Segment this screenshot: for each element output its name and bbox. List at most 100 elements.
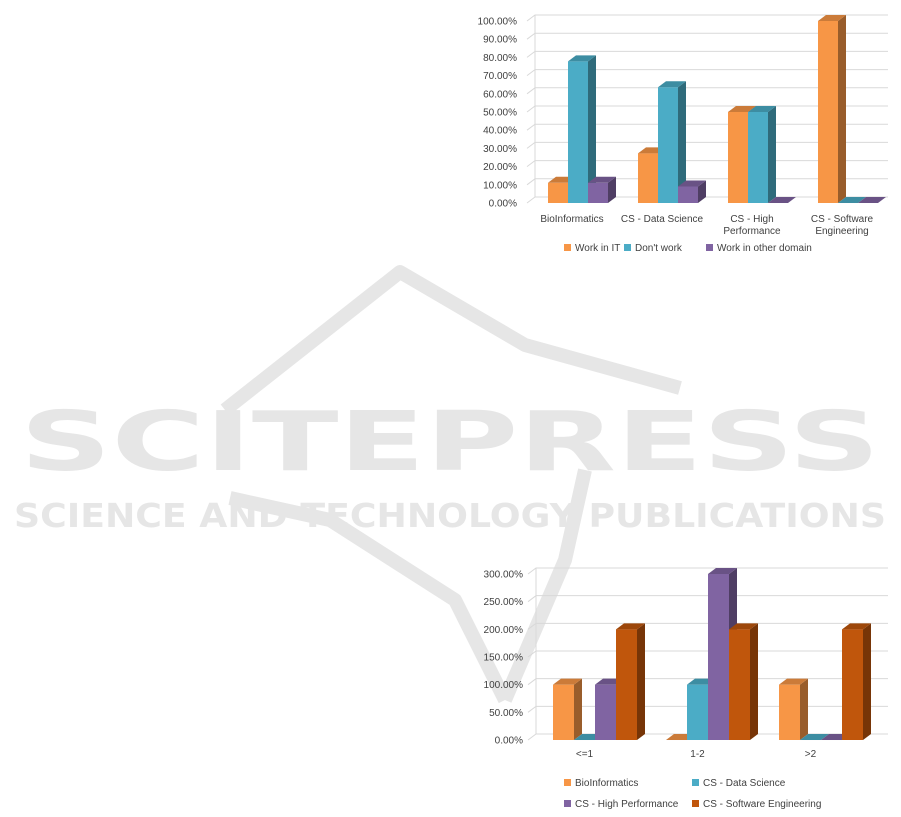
legend-label: CS - High Performance	[575, 799, 679, 810]
bar-front	[678, 186, 698, 203]
y-tick-label: 90.00%	[483, 35, 517, 46]
y-tick-label: 50.00%	[489, 708, 523, 719]
legend-label: Work in IT	[575, 243, 620, 254]
bar-top	[616, 623, 645, 630]
legend-swatch	[564, 779, 571, 786]
y-axis: 0.00% 10.00% 20.00% 30.00% 40.00% 50.00% 60.00…	[478, 17, 518, 210]
y-tick-label: 300.00%	[484, 570, 524, 581]
x-tick-label: <=1	[576, 749, 594, 760]
bar-side	[637, 623, 645, 740]
x-tick-label: 1-2	[690, 749, 705, 760]
x-tick-label: >2	[805, 749, 817, 760]
bar-front	[818, 21, 838, 203]
legend-label: Work in other domain	[717, 243, 812, 254]
bar-top	[800, 734, 829, 740]
y-tick-label: 100.00%	[484, 680, 524, 691]
bar-front	[553, 684, 574, 740]
legend-item: CS - Data Science	[692, 778, 786, 789]
bar-front	[616, 629, 637, 740]
bar-front	[568, 61, 588, 204]
bar	[838, 197, 866, 204]
watermark-subtitle: SCIENCE AND TECHNOLOGY PUBLICATIONS	[14, 496, 886, 535]
bar	[842, 623, 871, 740]
chart-by-experience-years: 0.00% 50.00% 100.00% 150.00% 200.00% 250.00% 3…	[484, 567, 888, 810]
legend-item: Don't work	[624, 243, 683, 254]
bar-top	[568, 55, 596, 62]
bar	[768, 197, 796, 204]
bar	[588, 176, 616, 203]
bar-front	[779, 684, 800, 740]
legend-swatch	[624, 244, 631, 251]
y-tick-label: 150.00%	[484, 653, 524, 664]
x-tick-label: Performance	[723, 226, 781, 237]
bar-side	[800, 678, 808, 740]
bar-side	[750, 623, 758, 740]
bar-top	[729, 623, 758, 630]
legend-label: CS - Data Science	[703, 778, 786, 789]
bar	[553, 678, 582, 740]
chart-employment-by-program: 0.00% 10.00% 20.00% 30.00% 40.00% 50.00% 60.00…	[478, 14, 888, 254]
bar-top	[658, 81, 686, 88]
y-tick-label: 50.00%	[483, 108, 517, 119]
bar-top	[588, 176, 616, 183]
legend: Work in IT Don't work Work in other domain	[564, 243, 812, 254]
bar	[858, 197, 886, 204]
y-tick-label: 40.00%	[483, 126, 517, 137]
watermark: SCITEPRESS SCIENCE AND TECHNOLOGY PUBLIC…	[14, 265, 886, 704]
bar-front	[658, 87, 678, 203]
bar-top	[818, 15, 846, 21]
x-tick-label: CS - High	[730, 214, 773, 225]
bar-side	[768, 106, 776, 203]
x-tick-label: BioInformatics	[540, 214, 603, 225]
bar-side	[574, 678, 582, 740]
bar	[658, 81, 686, 203]
bar-side	[863, 623, 871, 740]
bar	[616, 623, 645, 740]
x-tick-label: Engineering	[815, 226, 868, 237]
bar-front	[548, 182, 568, 203]
bars	[548, 15, 886, 204]
y-tick-label: 80.00%	[483, 53, 517, 64]
bar	[800, 734, 829, 741]
legend-swatch	[706, 244, 713, 251]
y-tick-label: 100.00%	[478, 17, 518, 28]
legend-item: Work in other domain	[706, 243, 812, 254]
legend-label: BioInformatics	[575, 778, 638, 789]
bar-front	[708, 574, 729, 740]
y-tick-label: 70.00%	[483, 71, 517, 82]
watermark-book-icon	[220, 265, 682, 704]
legend-item: CS - Software Engineering	[692, 799, 821, 810]
y-tick-label: 250.00%	[484, 597, 524, 608]
bar	[678, 180, 706, 203]
bar-top	[748, 106, 776, 112]
y-tick-label: 30.00%	[483, 144, 517, 155]
bar-front	[748, 112, 768, 203]
bar	[748, 106, 776, 203]
legend-swatch	[564, 244, 571, 251]
y-tick-label: 0.00%	[489, 199, 517, 210]
y-tick-label: 200.00%	[484, 625, 524, 636]
gridline	[527, 567, 888, 575]
legend-label: Don't work	[635, 243, 683, 254]
legend-label: CS - Software Engineering	[703, 799, 821, 810]
bar-front	[728, 112, 748, 203]
y-tick-label: 60.00%	[483, 89, 517, 100]
bar-front	[595, 684, 616, 740]
legend-item: CS - High Performance	[564, 799, 679, 810]
y-tick-label: 20.00%	[483, 162, 517, 173]
legend-swatch	[564, 800, 571, 807]
bar-front	[638, 153, 658, 203]
gridlines	[527, 567, 888, 741]
bar	[818, 15, 846, 203]
bar-side	[588, 55, 596, 204]
bar-top	[842, 623, 871, 630]
bar-front	[588, 182, 608, 203]
bar-side	[678, 81, 686, 203]
watermark-title: SCITEPRESS	[20, 395, 880, 490]
bar	[729, 623, 758, 740]
x-tick-label: CS - Software	[811, 214, 874, 225]
y-tick-label: 10.00%	[483, 180, 517, 191]
bar-front	[842, 629, 863, 740]
bar-top	[708, 568, 737, 574]
